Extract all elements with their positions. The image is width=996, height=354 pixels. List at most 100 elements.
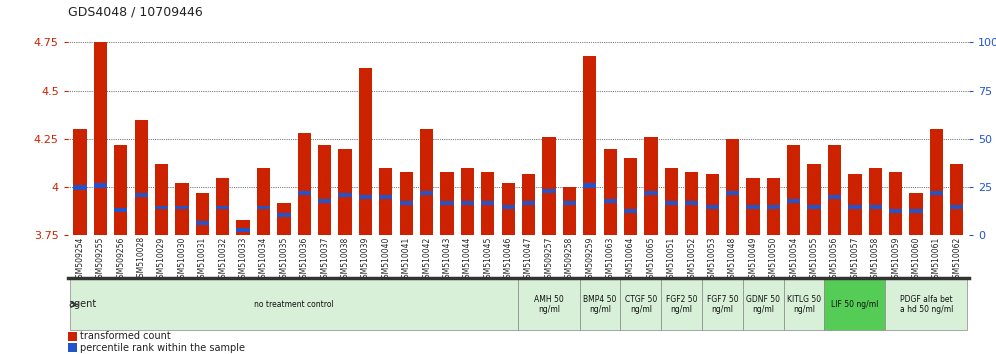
Text: GSM510040: GSM510040 (381, 236, 390, 283)
Text: agent: agent (68, 299, 97, 309)
Text: GSM510036: GSM510036 (300, 236, 309, 283)
Text: GSM510048: GSM510048 (728, 236, 737, 282)
Bar (808, 164, 821, 235)
FancyBboxPatch shape (518, 279, 580, 330)
Bar (134, 193, 147, 197)
Text: GSM510061: GSM510061 (932, 236, 941, 282)
FancyBboxPatch shape (743, 279, 784, 330)
Text: GSM510058: GSM510058 (871, 236, 879, 282)
Bar (685, 201, 698, 205)
Bar (767, 205, 780, 209)
Text: GSM509258: GSM509258 (565, 236, 574, 282)
Bar (420, 129, 433, 235)
Text: GSM509257: GSM509257 (545, 236, 554, 283)
Bar (175, 206, 188, 209)
Text: BMP4 50
ng/ml: BMP4 50 ng/ml (584, 295, 617, 314)
Bar (726, 139, 739, 235)
Bar (869, 168, 881, 235)
Bar (236, 220, 250, 235)
Bar (298, 133, 311, 235)
Text: GSM510054: GSM510054 (789, 236, 798, 283)
Bar (339, 193, 352, 197)
Bar (440, 172, 453, 235)
FancyBboxPatch shape (661, 279, 702, 330)
Text: transformed count: transformed count (80, 331, 171, 341)
Bar (889, 172, 902, 235)
Bar (277, 213, 291, 217)
Bar (543, 137, 556, 235)
Text: GSM510030: GSM510030 (177, 236, 186, 283)
Bar (584, 183, 597, 188)
Bar (726, 191, 739, 195)
Text: GSM510063: GSM510063 (606, 236, 615, 283)
Text: GSM509255: GSM509255 (96, 236, 105, 283)
Bar (502, 183, 515, 235)
Bar (950, 205, 963, 209)
Bar (298, 191, 311, 195)
Text: GSM510037: GSM510037 (320, 236, 330, 283)
Bar (889, 209, 902, 213)
Bar (115, 209, 127, 212)
Bar (849, 174, 862, 235)
Bar (664, 168, 678, 235)
Bar (787, 145, 801, 235)
Bar (644, 137, 657, 235)
Bar (461, 201, 474, 205)
Bar (705, 205, 719, 209)
Text: GSM510043: GSM510043 (442, 236, 451, 283)
Bar (216, 206, 229, 209)
FancyBboxPatch shape (621, 279, 661, 330)
Bar (68, 343, 77, 352)
Bar (481, 201, 494, 205)
Text: GSM510059: GSM510059 (891, 236, 900, 283)
Bar (746, 178, 760, 235)
Bar (604, 149, 617, 235)
Bar (195, 221, 209, 225)
Bar (481, 172, 494, 235)
Bar (644, 191, 657, 195)
Bar (68, 332, 77, 341)
Bar (399, 172, 413, 235)
Bar (522, 174, 535, 235)
Bar (787, 199, 801, 203)
Bar (584, 56, 597, 235)
Bar (94, 183, 107, 188)
Text: GSM510031: GSM510031 (198, 236, 207, 282)
Bar (257, 168, 270, 235)
FancyBboxPatch shape (580, 279, 621, 330)
FancyBboxPatch shape (702, 279, 743, 330)
Bar (828, 195, 842, 199)
Text: GSM510041: GSM510041 (401, 236, 410, 282)
Text: GSM510057: GSM510057 (851, 236, 860, 283)
Text: GDNF 50
ng/ml: GDNF 50 ng/ml (746, 295, 780, 314)
Bar (705, 174, 719, 235)
Bar (74, 185, 87, 190)
Text: GSM510038: GSM510038 (341, 236, 350, 282)
Bar (461, 168, 474, 235)
Bar (604, 199, 617, 203)
Text: GSM510029: GSM510029 (157, 236, 166, 282)
Text: GDS4048 / 10709446: GDS4048 / 10709446 (68, 5, 202, 18)
Text: no treatment control: no treatment control (254, 300, 334, 309)
Text: GSM509259: GSM509259 (586, 236, 595, 283)
Text: CTGF 50
ng/ml: CTGF 50 ng/ml (624, 295, 657, 314)
Bar (522, 201, 535, 205)
Text: AMH 50
ng/ml: AMH 50 ng/ml (534, 295, 564, 314)
Bar (359, 68, 373, 235)
Bar (563, 187, 576, 235)
Bar (930, 129, 943, 235)
Bar (359, 195, 373, 199)
Bar (930, 191, 943, 195)
Bar (623, 209, 637, 213)
Text: GSM510034: GSM510034 (259, 236, 268, 283)
Text: GSM510032: GSM510032 (218, 236, 227, 282)
Bar (134, 120, 147, 235)
Text: percentile rank within the sample: percentile rank within the sample (80, 343, 245, 353)
FancyBboxPatch shape (784, 279, 825, 330)
Text: PDGF alfa bet
a hd 50 ng/ml: PDGF alfa bet a hd 50 ng/ml (899, 295, 953, 314)
Text: GSM510042: GSM510042 (422, 236, 431, 282)
Text: GSM510055: GSM510055 (810, 236, 819, 283)
Text: GSM510039: GSM510039 (361, 236, 370, 283)
Bar (543, 189, 556, 193)
FancyBboxPatch shape (885, 279, 967, 330)
